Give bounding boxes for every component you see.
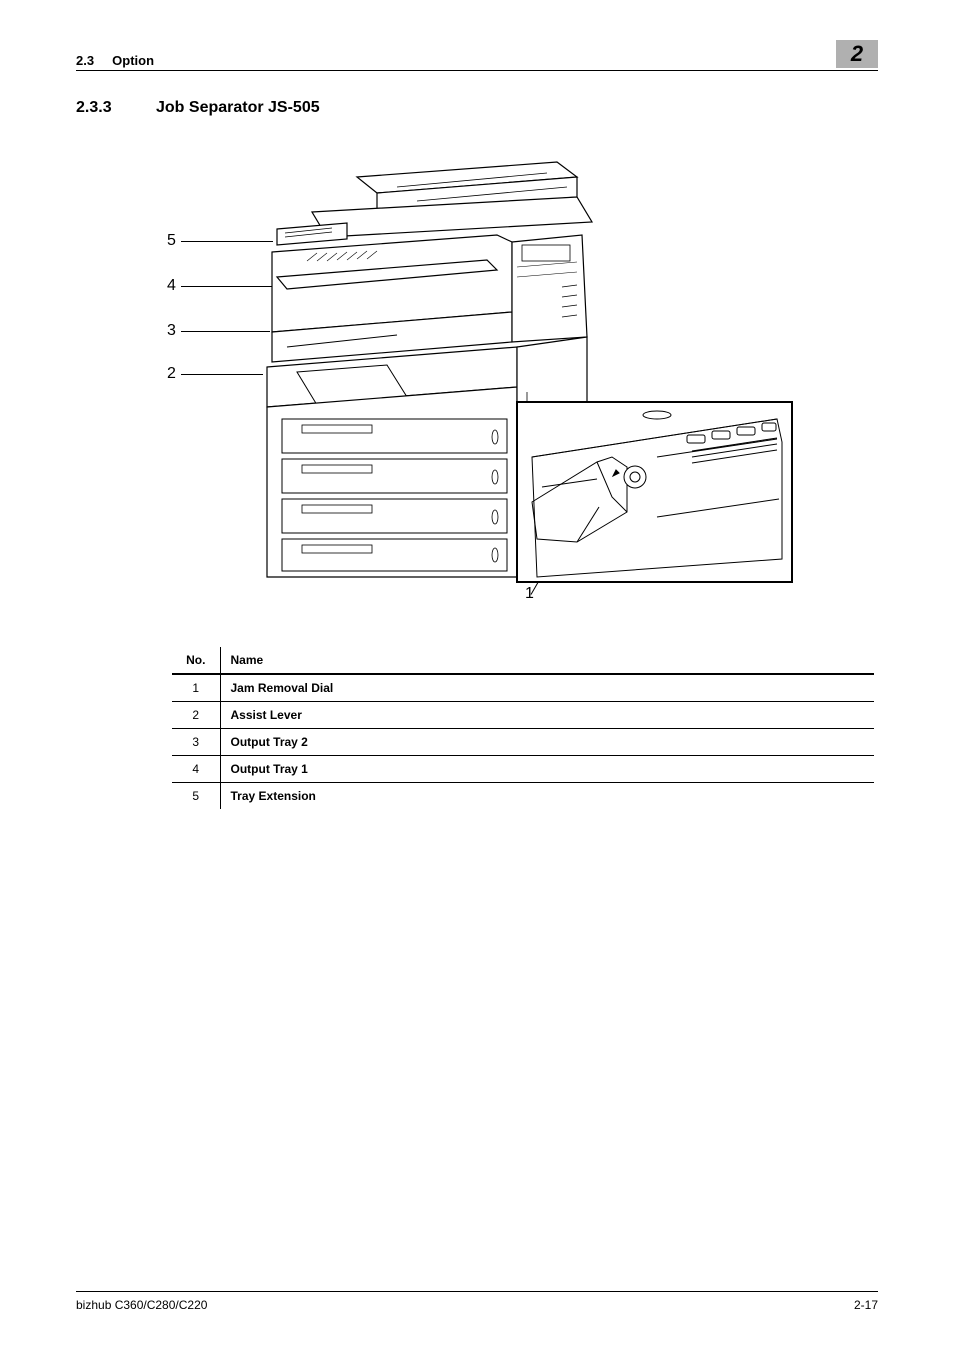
cell-name: Jam Removal Dial [220,674,874,702]
table-row: 1 Jam Removal Dial [172,674,874,702]
cell-name: Tray Extension [220,783,874,810]
printer-diagram [217,157,797,607]
header-left: 2.3 Option [76,53,154,68]
table-header-row: No. Name [172,647,874,674]
page: 2.3 Option 2 2.3.3 Job Separator JS-505 … [0,0,954,1350]
cell-no: 2 [172,702,220,729]
cell-name: Assist Lever [220,702,874,729]
footer-left: bizhub C360/C280/C220 [76,1298,207,1312]
cell-name: Output Tray 1 [220,756,874,783]
callout-label-2: 2 [167,365,176,383]
cell-name: Output Tray 2 [220,729,874,756]
section-heading: 2.3.3 Job Separator JS-505 [76,99,878,117]
footer-right: 2-17 [854,1298,878,1312]
section-heading-title: Job Separator JS-505 [156,99,320,117]
section-heading-num: 2.3.3 [76,99,126,117]
page-footer: bizhub C360/C280/C220 2-17 [76,1291,878,1312]
cell-no: 3 [172,729,220,756]
chapter-number: 2 [851,41,863,67]
chapter-badge: 2 [836,40,878,68]
cell-no: 5 [172,783,220,810]
table-row: 4 Output Tray 1 [172,756,874,783]
callout-label-3: 3 [167,322,176,340]
col-header-name: Name [220,647,874,674]
callout-label-4: 4 [167,277,176,295]
callout-label-5: 5 [167,232,176,250]
header-section-num: 2.3 [76,53,94,68]
parts-table: No. Name 1 Jam Removal Dial 2 Assist Lev… [172,647,874,809]
page-header: 2.3 Option 2 [76,40,878,71]
header-section-title: Option [112,53,154,68]
table-row: 3 Output Tray 2 [172,729,874,756]
col-header-no: No. [172,647,220,674]
figure-area: 5 4 3 2 1 [157,157,797,607]
table-row: 5 Tray Extension [172,783,874,810]
table-row: 2 Assist Lever [172,702,874,729]
cell-no: 1 [172,674,220,702]
cell-no: 4 [172,756,220,783]
